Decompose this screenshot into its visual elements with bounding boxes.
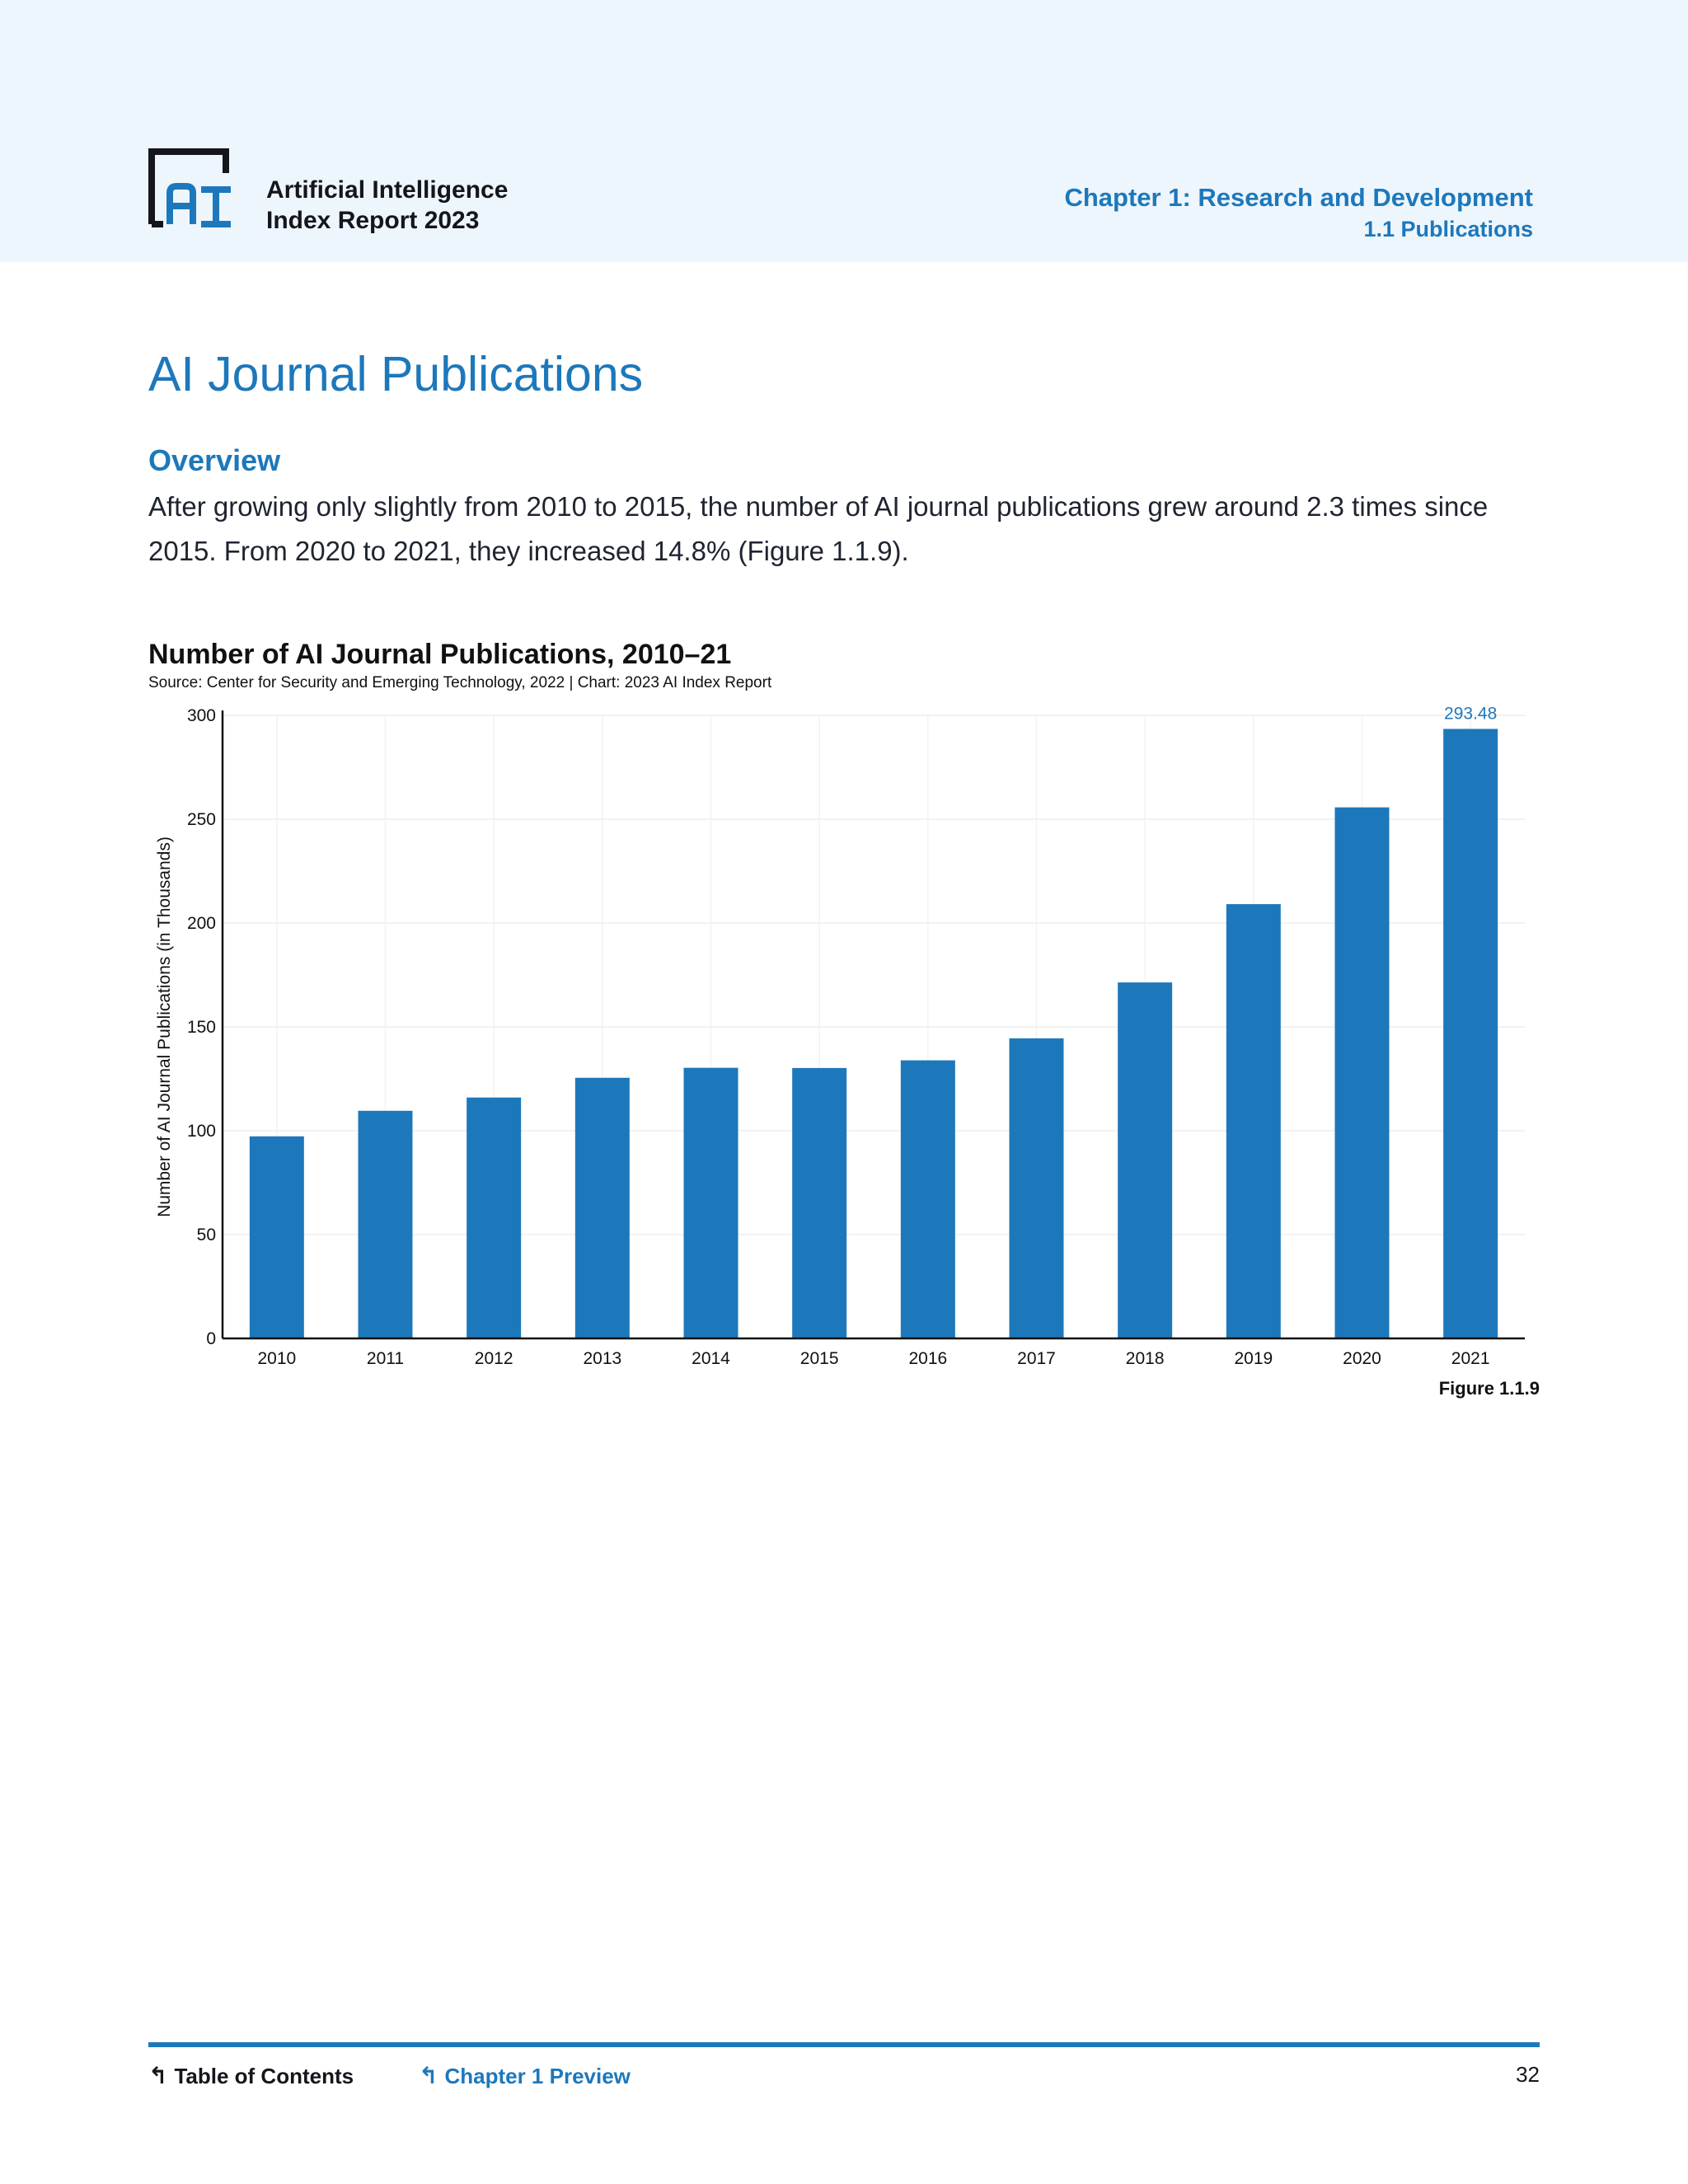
x-tick-label: 2018 (1126, 1349, 1165, 1368)
bar (792, 1067, 847, 1338)
page-title: AI Journal Publications (148, 347, 644, 401)
bar (574, 1077, 630, 1338)
footer-divider (148, 2042, 1540, 2047)
bar (467, 1097, 522, 1338)
bar (1334, 807, 1390, 1338)
x-tick-label: 2010 (257, 1349, 296, 1368)
section-title: 1.1 Publications (1363, 217, 1533, 241)
bar (1118, 982, 1173, 1338)
x-tick-label: 2015 (800, 1349, 839, 1368)
x-tick-label: 2011 (367, 1349, 404, 1368)
report-brand: Artificial Intelligence Index Report 202… (266, 175, 508, 236)
chart-title: Number of AI Journal Publications, 2010–… (148, 639, 732, 670)
y-tick-label: 0 (206, 1329, 216, 1348)
x-tick-label: 2014 (692, 1349, 730, 1368)
x-tick-label: 2017 (1017, 1349, 1056, 1368)
y-axis-label: Number of AI Journal Publications (in Th… (155, 837, 174, 1217)
bar-chart: 0 50 100 150 200 250 300 2010 2011 2012 2013 2014 20… (155, 704, 1525, 1368)
bar (900, 1060, 955, 1338)
ai-index-logo-icon (148, 148, 231, 227)
table-of-contents-link[interactable]: ↰ Table of Contents (148, 2062, 354, 2089)
x-tick-label: 2020 (1343, 1349, 1381, 1368)
y-tick-label: 200 (187, 914, 216, 933)
overview-heading: Overview (148, 443, 281, 477)
x-tick-label: 2016 (908, 1349, 947, 1368)
figure-label: Figure 1.1.9 (1438, 1378, 1540, 1399)
x-tick-label: 2013 (583, 1349, 621, 1368)
chapter-preview-link[interactable]: ↰ Chapter 1 Preview (419, 2062, 631, 2089)
bar (1226, 904, 1281, 1338)
bar (249, 1136, 304, 1338)
chart-source: Source: Center for Security and Emerging… (148, 674, 772, 691)
bar (1009, 1038, 1064, 1338)
brand-line-1: Artificial Intelligence (266, 176, 509, 204)
return-arrow-icon: ↰ (419, 2063, 438, 2088)
y-tick-label: 150 (187, 1018, 216, 1037)
header-band (0, 0, 1688, 262)
return-arrow-icon: ↰ (148, 2063, 168, 2088)
brand-line-2: Index Report 2023 (266, 207, 480, 234)
y-tick-label: 300 (187, 706, 216, 725)
bar (683, 1067, 738, 1338)
y-tick-label: 100 (187, 1122, 216, 1141)
y-tick-label: 250 (187, 810, 216, 829)
overview-text: After growing only slightly from 2010 to… (148, 491, 1489, 566)
x-tick-label: 2021 (1451, 1349, 1490, 1368)
data-label: 293.48 (1444, 704, 1497, 723)
x-tick-label: 2019 (1234, 1349, 1273, 1368)
x-tick-label: 2012 (475, 1349, 513, 1368)
chapter-preview-label: Chapter 1 Preview (444, 2064, 631, 2088)
chapter-title: Chapter 1: Research and Development (1064, 183, 1533, 212)
page-number: 32 (1516, 2062, 1540, 2087)
bar (1443, 729, 1498, 1338)
chapter-heading: Chapter 1: Research and Development 1.1 … (1064, 181, 1533, 244)
toc-label: Table of Contents (174, 2064, 354, 2088)
bar (358, 1110, 413, 1338)
y-tick-label: 50 (197, 1226, 216, 1244)
